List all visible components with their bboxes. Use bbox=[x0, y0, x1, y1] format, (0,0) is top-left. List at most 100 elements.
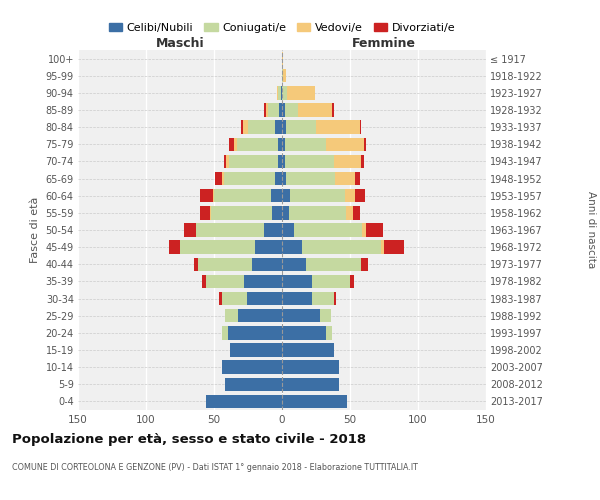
Text: COMUNE DI CORTEOLONA E GENZONE (PV) - Dati ISTAT 1° gennaio 2018 - Elaborazione : COMUNE DI CORTEOLONA E GENZONE (PV) - Da… bbox=[12, 462, 418, 471]
Bar bbox=[244, 274, 282, 288]
Bar bbox=[282, 104, 285, 117]
Text: Anni di nascita: Anni di nascita bbox=[586, 192, 596, 268]
Bar bbox=[320, 309, 331, 322]
Bar bbox=[214, 189, 271, 202]
Bar bbox=[287, 86, 314, 100]
Bar bbox=[289, 206, 346, 220]
Bar bbox=[215, 172, 222, 186]
Bar bbox=[278, 86, 281, 100]
Legend: Celibi/Nubili, Coniugati/e, Vedovi/e, Divorziati/e: Celibi/Nubili, Coniugati/e, Vedovi/e, Di… bbox=[109, 23, 455, 33]
Bar bbox=[266, 104, 268, 117]
Bar bbox=[169, 240, 180, 254]
Bar bbox=[237, 138, 278, 151]
Bar bbox=[229, 154, 278, 168]
Bar bbox=[202, 274, 206, 288]
Bar bbox=[312, 292, 334, 306]
Text: Femmine: Femmine bbox=[352, 37, 416, 50]
Bar bbox=[290, 189, 344, 202]
Bar bbox=[227, 326, 282, 340]
Bar bbox=[211, 206, 272, 220]
Bar bbox=[381, 240, 384, 254]
Bar bbox=[281, 86, 282, 100]
Bar bbox=[362, 224, 367, 236]
Bar bbox=[353, 206, 359, 220]
Bar bbox=[282, 292, 312, 306]
Bar bbox=[271, 189, 282, 202]
Bar bbox=[359, 120, 361, 134]
Bar bbox=[282, 394, 347, 408]
Bar bbox=[282, 224, 294, 236]
Bar bbox=[210, 206, 211, 220]
Bar bbox=[384, 240, 404, 254]
Bar bbox=[355, 172, 359, 186]
Bar bbox=[265, 224, 282, 236]
Text: Maschi: Maschi bbox=[155, 37, 205, 50]
Bar bbox=[252, 258, 282, 271]
Bar bbox=[307, 258, 361, 271]
Bar bbox=[222, 326, 227, 340]
Bar bbox=[334, 154, 361, 168]
Bar bbox=[279, 104, 282, 117]
Bar bbox=[298, 104, 332, 117]
Bar bbox=[225, 378, 282, 391]
Bar bbox=[277, 86, 278, 100]
Bar bbox=[283, 69, 286, 82]
Bar bbox=[364, 138, 367, 151]
Bar bbox=[224, 172, 275, 186]
Bar bbox=[282, 206, 289, 220]
Bar bbox=[361, 258, 368, 271]
Bar bbox=[197, 258, 252, 271]
Bar bbox=[194, 258, 197, 271]
Bar bbox=[334, 292, 337, 306]
Bar bbox=[222, 360, 282, 374]
Bar bbox=[286, 120, 316, 134]
Bar bbox=[282, 138, 285, 151]
Bar bbox=[200, 206, 210, 220]
Bar bbox=[230, 344, 282, 356]
Bar bbox=[282, 52, 283, 66]
Bar bbox=[282, 378, 339, 391]
Bar bbox=[285, 138, 326, 151]
Bar bbox=[226, 154, 229, 168]
Bar bbox=[286, 172, 335, 186]
Bar bbox=[241, 120, 242, 134]
Bar bbox=[212, 189, 214, 202]
Bar bbox=[346, 206, 353, 220]
Bar bbox=[282, 189, 290, 202]
Bar bbox=[282, 326, 326, 340]
Bar bbox=[367, 224, 383, 236]
Bar bbox=[282, 240, 302, 254]
Bar bbox=[238, 309, 282, 322]
Bar bbox=[344, 189, 355, 202]
Bar bbox=[278, 154, 282, 168]
Bar bbox=[275, 172, 282, 186]
Bar bbox=[222, 292, 247, 306]
Bar bbox=[285, 154, 334, 168]
Bar bbox=[222, 172, 224, 186]
Bar bbox=[196, 224, 265, 236]
Bar bbox=[361, 154, 364, 168]
Bar bbox=[355, 189, 365, 202]
Bar bbox=[282, 309, 320, 322]
Bar bbox=[278, 138, 282, 151]
Bar bbox=[229, 138, 235, 151]
Bar bbox=[282, 344, 334, 356]
Bar bbox=[225, 309, 238, 322]
Bar bbox=[326, 138, 364, 151]
Bar bbox=[282, 360, 339, 374]
Bar bbox=[275, 120, 282, 134]
Bar bbox=[265, 104, 266, 117]
Bar bbox=[224, 154, 226, 168]
Bar bbox=[282, 258, 307, 271]
Bar bbox=[326, 326, 332, 340]
Bar bbox=[294, 224, 362, 236]
Bar bbox=[282, 69, 283, 82]
Bar bbox=[200, 189, 212, 202]
Bar bbox=[282, 172, 286, 186]
Bar bbox=[220, 292, 222, 306]
Bar bbox=[282, 86, 287, 100]
Bar bbox=[282, 154, 285, 168]
Bar bbox=[350, 274, 354, 288]
Bar bbox=[235, 138, 237, 151]
Y-axis label: Fasce di età: Fasce di età bbox=[30, 197, 40, 263]
